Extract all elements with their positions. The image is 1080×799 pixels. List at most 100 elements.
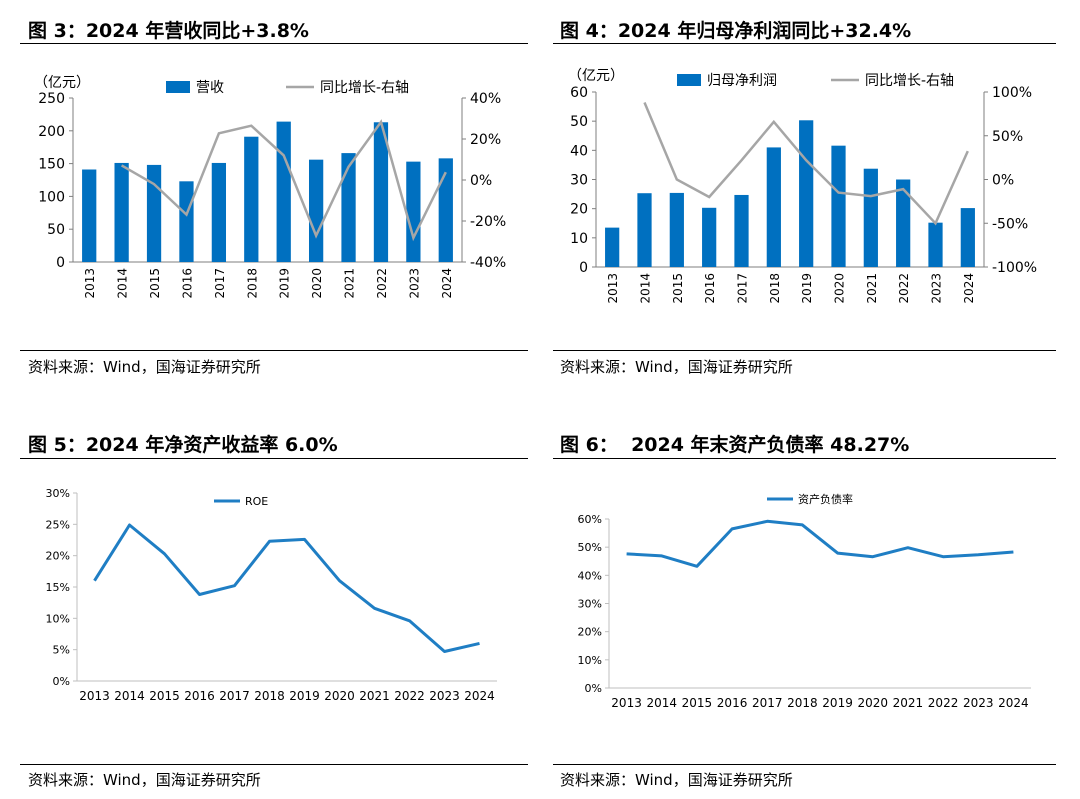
- x-tick-label: 2024: [998, 696, 1029, 710]
- bar-2024: [960, 208, 975, 267]
- x-tick-label: 2022: [375, 268, 389, 299]
- y-tick-label: 20%: [46, 550, 70, 563]
- bar-2018: [766, 147, 781, 267]
- x-tick-label: 2016: [184, 689, 215, 703]
- figure-4-title: 图 4：2024 年归母净利润同比+32.4%: [560, 20, 912, 42]
- figure-6-top-rule: [553, 458, 1056, 459]
- x-tick-label: 2015: [149, 689, 180, 703]
- legend-bar-label: 归母净利润: [707, 72, 777, 89]
- figure-3-bottom-rule: [20, 350, 528, 351]
- revenue-chart: （亿元） 0 50 100 150 200 250 -40% -20% 0% 20% 40% 2013 2…: [34, 75, 506, 299]
- y-left-tick-label: 250: [38, 91, 65, 107]
- y-right-tick-label: -50%: [992, 216, 1028, 232]
- x-tick-label: 2021: [865, 273, 879, 304]
- y-right-tick-label: 0%: [992, 173, 1014, 189]
- x-tick-label: 2020: [857, 696, 888, 710]
- bar-2018: [244, 136, 259, 262]
- y-right-tick-label: 100%: [992, 85, 1032, 101]
- figure-5-title: 图 5：2024 年净资产收益率 6.0%: [28, 434, 338, 456]
- legend-bar-swatch: [166, 81, 190, 93]
- x-tick-label: 2017: [213, 268, 227, 299]
- legend-bar-label: 营收: [196, 80, 224, 96]
- x-tick-label: 2023: [963, 696, 994, 710]
- bar-2022: [373, 122, 389, 262]
- bar-2020: [308, 159, 324, 262]
- bar-2017: [211, 162, 227, 262]
- figure-4-bottom-rule: [553, 350, 1056, 351]
- legend-bar-swatch: [677, 74, 701, 86]
- x-tick-label: 2013: [79, 689, 110, 703]
- figure-6-source: 资料来源：Wind，国海证券研究所: [560, 771, 793, 789]
- unit-label: （亿元）: [568, 68, 624, 84]
- figure-3-source: 资料来源：Wind，国海证券研究所: [28, 358, 261, 376]
- x-tick-label: 2019: [278, 268, 292, 299]
- y-right-tick-label: 50%: [992, 129, 1023, 145]
- x-tick-label: 2014: [639, 273, 653, 304]
- y-tick-label: 50%: [578, 541, 602, 554]
- yoy-growth-line: [643, 102, 969, 226]
- y-left-tick-label: 0: [579, 260, 588, 276]
- unit-label: （亿元）: [34, 75, 90, 91]
- x-tick-label: 2013: [83, 268, 97, 299]
- x-tick-label: 2022: [394, 689, 425, 703]
- figure-4-top-rule: [553, 43, 1056, 44]
- figure-6-title: 图 6： 2024 年末资产负债率 48.27%: [560, 434, 910, 456]
- legend-label: ROE: [245, 495, 268, 508]
- x-tick-label: 2023: [930, 273, 944, 304]
- x-tick-label: 2022: [897, 273, 911, 304]
- y-right-tick-label: -100%: [992, 260, 1037, 276]
- x-tick-label: 2017: [219, 689, 250, 703]
- y-tick-label: 30%: [46, 487, 70, 500]
- bar-2022: [896, 179, 911, 267]
- y-left-tick-label: 20: [570, 202, 588, 218]
- x-tick-label: 2019: [800, 273, 814, 304]
- y-right-tick-label: 20%: [470, 132, 501, 148]
- y-right-tick-label: 0%: [470, 173, 492, 189]
- bar-2020: [831, 145, 846, 267]
- y-tick-label: 25%: [46, 518, 70, 531]
- x-tick-label: 2017: [736, 273, 750, 304]
- x-tick-label: 2016: [717, 696, 748, 710]
- y-right-tick-label: 40%: [470, 91, 501, 107]
- x-tick-label: 2019: [822, 696, 853, 710]
- x-tick-label: 2013: [606, 273, 620, 304]
- bar-2023: [928, 222, 943, 267]
- x-tick-label: 2021: [343, 268, 357, 299]
- x-tick-label: 2020: [324, 689, 355, 703]
- x-tick-label: 2020: [833, 273, 847, 304]
- x-tick-label: 2023: [429, 689, 460, 703]
- y-left-tick-label: 200: [38, 124, 65, 140]
- bar-2014: [637, 193, 652, 267]
- y-tick-label: 15%: [46, 581, 70, 594]
- bar-2017: [734, 194, 749, 267]
- x-tick-label: 2021: [893, 696, 924, 710]
- bar-2014: [114, 162, 129, 262]
- figure-3-title: 图 3：2024 年营收同比+3.8%: [28, 20, 309, 42]
- y-tick-label: 10%: [578, 654, 602, 667]
- y-right-tick-label: -40%: [470, 255, 506, 271]
- x-tick-label: 2018: [768, 273, 782, 304]
- bar-2021: [863, 168, 878, 267]
- y-tick-label: 0%: [53, 675, 70, 688]
- x-tick-label: 2024: [440, 268, 454, 299]
- x-tick-label: 2016: [180, 268, 194, 299]
- bar-2019: [799, 120, 814, 268]
- y-tick-label: 40%: [578, 569, 602, 582]
- x-tick-label: 2015: [671, 273, 685, 304]
- y-tick-label: 20%: [578, 626, 602, 639]
- bar-2013: [82, 169, 97, 262]
- y-tick-label: 30%: [578, 598, 602, 611]
- y-left-tick-label: 40: [570, 143, 588, 159]
- y-left-tick-label: 0: [56, 255, 65, 271]
- y-left-tick-label: 30: [570, 173, 588, 189]
- x-tick-label: 2016: [703, 273, 717, 304]
- bar-2019: [276, 121, 291, 262]
- figure-5-source: 资料来源：Wind，国海证券研究所: [28, 771, 261, 789]
- roe-chart: 0% 5% 10% 15% 20% 25% 30% 2013 2014 2015 2016 2017 2…: [46, 487, 497, 703]
- legend-line-label: 同比增长-右轴: [320, 80, 409, 96]
- x-tick-label: 2021: [359, 689, 390, 703]
- bar-2016: [179, 181, 194, 262]
- bar-2015: [669, 192, 684, 267]
- x-tick-label: 2022: [928, 696, 959, 710]
